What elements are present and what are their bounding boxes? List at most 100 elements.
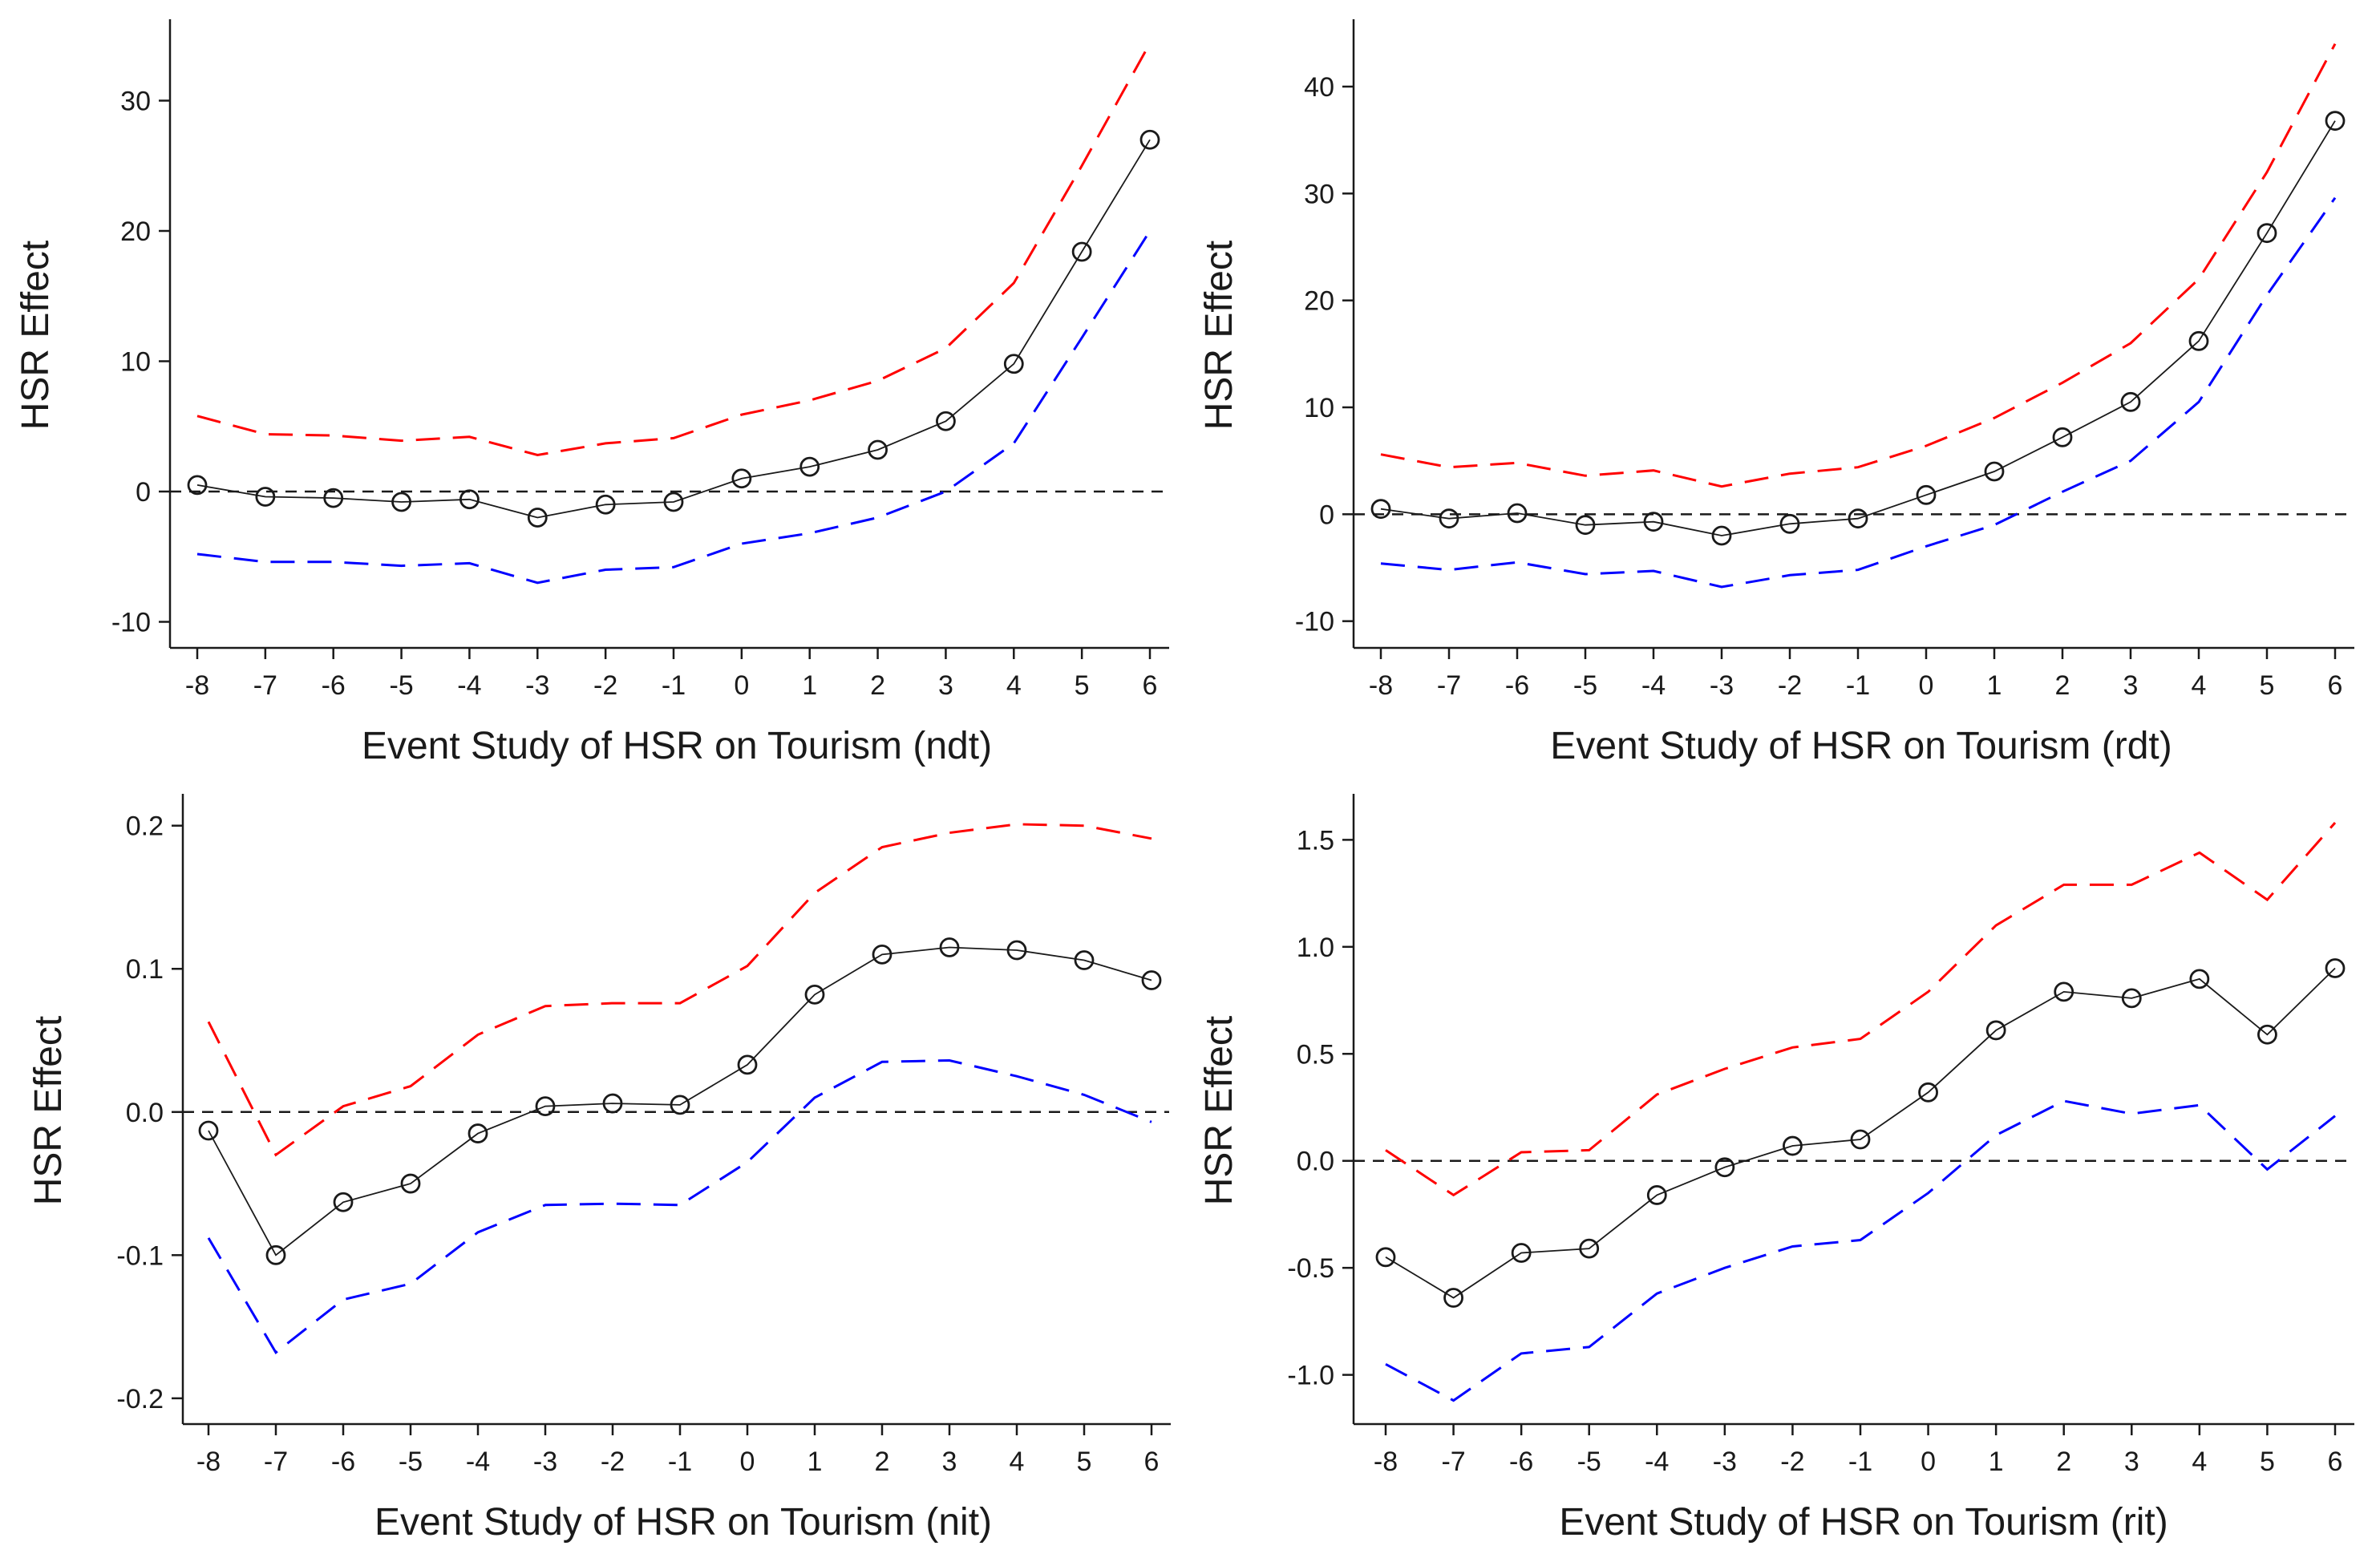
estimate-point: [1643, 512, 1664, 532]
estimate-point: [731, 468, 752, 489]
x-tick-label: 2: [2055, 670, 2070, 701]
y-tick-label: -0.2: [116, 1384, 164, 1414]
estimate-point: [2257, 1024, 2277, 1045]
x-axis-title: Event Study of HSR on Tourism (ndt): [362, 725, 992, 767]
x-tick-label: 3: [2124, 1447, 2139, 1477]
x-tick-label: -6: [331, 1447, 355, 1477]
x-tick-label: -3: [1713, 1447, 1737, 1477]
estimate-point: [1003, 354, 1024, 374]
x-axis-title: Event Study of HSR on Tourism (nit): [374, 1501, 992, 1544]
x-tick-label: 5: [1075, 670, 1090, 701]
x-tick-label: 2: [2056, 1447, 2071, 1477]
x-tick-label: -5: [389, 670, 413, 701]
x-tick-label: 3: [2123, 670, 2139, 701]
x-tick-label: -1: [1846, 670, 1870, 701]
estimate-point: [1711, 525, 1732, 546]
estimate-point: [1646, 1185, 1667, 1205]
estimate-point: [868, 439, 888, 460]
estimate-point: [2325, 958, 2346, 978]
y-tick-label: -0.5: [1287, 1253, 1334, 1284]
x-tick-label: 1: [1989, 1447, 2004, 1477]
panel-rit: -1.0 -0.5 0.0 0.5 1.0 1.5 -8 -7 -6 -5 -4 -3 -2 -1 0 1 2 3…: [1198, 794, 2354, 1544]
x-tick-label: 4: [2192, 670, 2207, 701]
x-tick-label: -1: [668, 1447, 692, 1477]
x-tick-label: 0: [740, 1447, 755, 1477]
estimate-point: [2188, 330, 2209, 351]
estimate-point: [459, 489, 480, 510]
x-tick-label: -3: [1710, 670, 1734, 701]
estimate-point: [2189, 969, 2210, 989]
estimate-point: [1714, 1157, 1735, 1178]
x-tick-label: 6: [2328, 670, 2343, 701]
y-tick-label: -10: [1295, 607, 1334, 637]
x-tick-label: -2: [601, 1447, 625, 1477]
y-tick-label: 20: [120, 216, 151, 247]
series-line-lower: [207, 1058, 1152, 1354]
x-tick-label: -6: [322, 670, 346, 701]
x-tick-label: -2: [593, 670, 617, 701]
y-tick-label: -1.0: [1287, 1361, 1334, 1391]
estimate-point: [1141, 970, 1162, 990]
x-tick-label: 2: [875, 1447, 890, 1477]
y-tick-label: 0.1: [126, 954, 164, 985]
x-tick-label: -7: [1437, 670, 1461, 701]
estimate-point: [1916, 484, 1937, 505]
estimate-point: [1507, 503, 1528, 524]
y-tick-label: -10: [111, 608, 151, 638]
x-tick-label: 5: [2260, 670, 2275, 701]
estimate-point: [2325, 111, 2346, 132]
estimate-point: [255, 487, 276, 507]
x-tick-label: 3: [938, 670, 953, 701]
series-line-lower: [1380, 196, 2337, 589]
x-tick-label: -2: [1780, 1447, 1804, 1477]
y-tick-label: 0: [1319, 500, 1334, 530]
estimate-point: [323, 488, 344, 508]
x-tick-label: -7: [253, 670, 277, 701]
estimate-point: [1375, 1247, 1396, 1268]
estimate-point: [391, 492, 411, 512]
x-tick-label: 6: [2328, 1447, 2343, 1477]
y-tick-label: 0: [136, 477, 151, 508]
series-line-upper: [207, 823, 1152, 1157]
estimate-point: [265, 1244, 286, 1265]
estimate-point: [1779, 513, 1800, 534]
series-line-upper: [1385, 822, 2337, 1197]
y-axis-title: HSR Effect: [1198, 1016, 1241, 1206]
x-tick-label: -7: [1441, 1447, 1465, 1477]
estimate-point: [602, 1093, 623, 1114]
x-tick-label: -6: [1509, 1447, 1533, 1477]
estimate-point: [1985, 1020, 2006, 1041]
estimate-point: [1443, 1288, 1463, 1308]
estimate-point: [670, 1095, 690, 1115]
estimate-point: [1139, 129, 1160, 150]
x-tick-label: -6: [1505, 670, 1529, 701]
estimate-point: [737, 1054, 758, 1075]
panel-nit: -0.2 -0.1 0.0 0.1 0.2 -8 -7 -6 -5 -4 -3 -2 -1 0 1 2 3 4 5 6…: [27, 794, 1171, 1544]
series-line-estimate: [196, 139, 1151, 519]
x-tick-label: -1: [1848, 1447, 1872, 1477]
x-tick-label: -7: [264, 1447, 288, 1477]
estimate-point: [333, 1192, 354, 1212]
x-tick-label: 1: [808, 1447, 823, 1477]
x-tick-label: -5: [1573, 670, 1597, 701]
estimate-point: [1071, 241, 1092, 262]
x-tick-label: -3: [525, 670, 549, 701]
series-line-lower: [1385, 1099, 2336, 1402]
estimate-point: [2120, 391, 2141, 412]
y-tick-label: 10: [120, 347, 151, 378]
y-tick-label: -0.1: [116, 1240, 164, 1271]
estimate-point: [1918, 1082, 1938, 1103]
series-line-estimate: [1385, 967, 2336, 1299]
estimate-point: [1511, 1243, 1532, 1263]
x-tick-label: 6: [1144, 1447, 1160, 1477]
estimate-point: [527, 508, 548, 528]
estimate-point: [1579, 1238, 1600, 1259]
series-line-lower: [196, 230, 1152, 585]
x-axis-title: Event Study of HSR on Tourism (rdt): [1550, 725, 2172, 767]
estimate-point: [1575, 515, 1596, 536]
y-tick-label: 0.5: [1297, 1039, 1334, 1070]
estimate-point: [799, 456, 820, 477]
x-tick-label: 6: [1143, 670, 1158, 701]
x-axis-title: Event Study of HSR on Tourism (rit): [1559, 1501, 2168, 1544]
